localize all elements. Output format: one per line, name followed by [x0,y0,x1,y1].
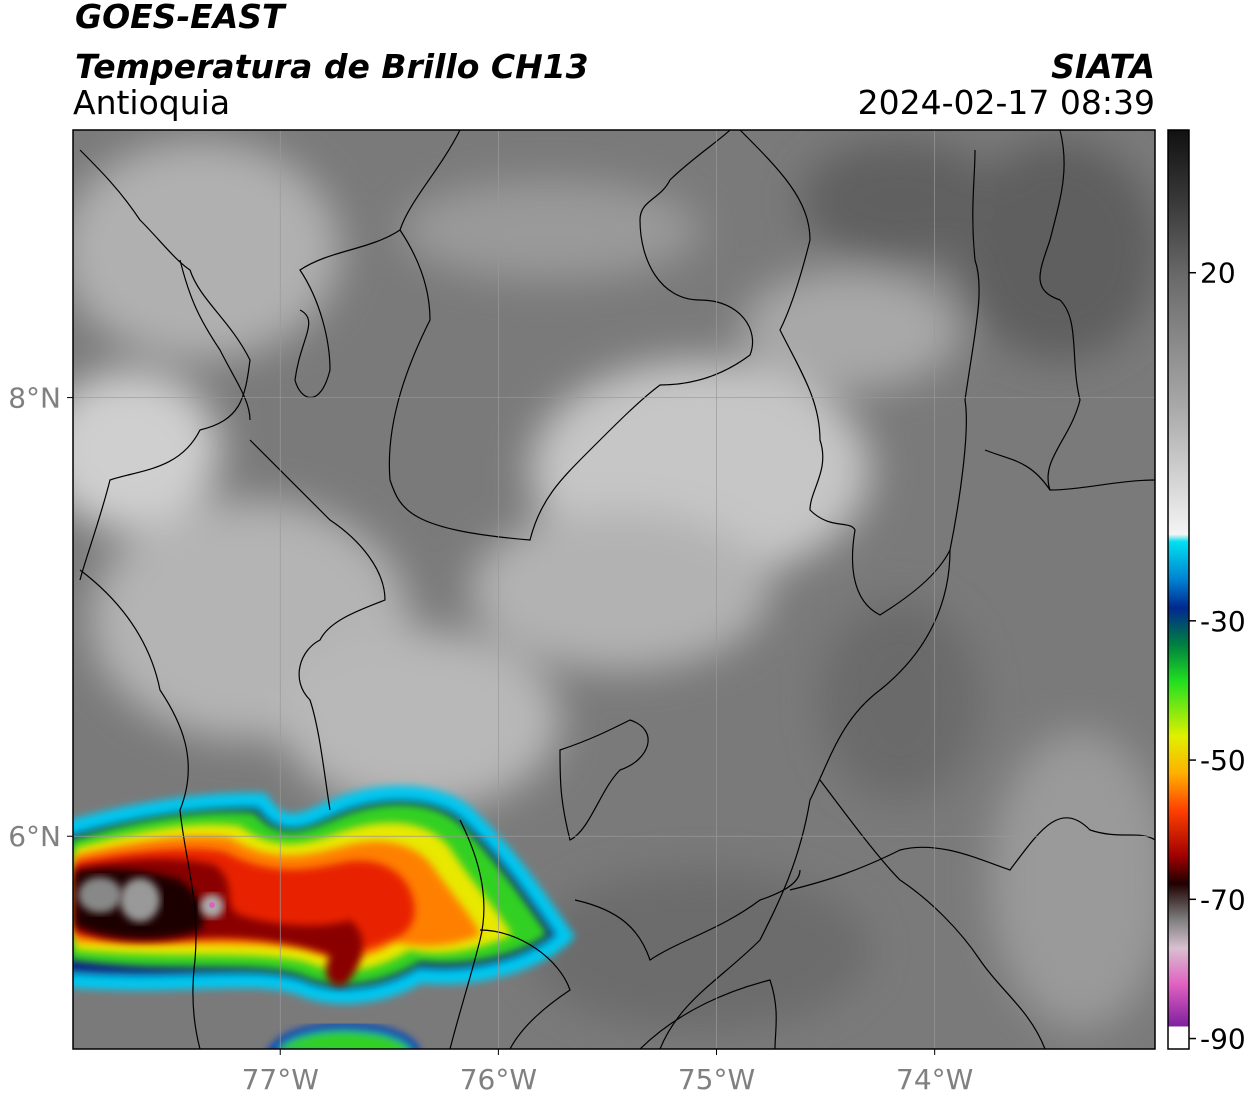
borders [79,130,1155,1049]
y-tick-label: 8°N [8,382,61,415]
colorbar-tick-label: 20 [1200,257,1236,290]
colorbar-tick-label: -50 [1200,744,1246,777]
x-tick-label: 74°W [896,1063,973,1096]
colorbar-tick-label: -30 [1200,605,1246,638]
source: SIATA [1051,47,1155,86]
x-tick-label: 75°W [678,1063,755,1096]
datetime: 2024-02-17 08:39 [858,83,1155,122]
title: GOES-EAST [75,0,287,36]
subtitle: Temperatura de Brillo CH13 [75,47,589,86]
satellite-image [73,130,1155,1049]
colorbar [1167,129,1190,1050]
region: Antioquia [73,83,230,122]
storm [73,785,576,1049]
graticule [73,130,1155,1049]
y-tick-label: 6°N [8,820,61,853]
x-tick-label: 76°W [460,1063,537,1096]
map-frame [72,129,1156,1050]
x-tick-label: 77°W [242,1063,319,1096]
colorbar-tick-label: -90 [1200,1023,1246,1056]
colorbar-tick-label: -70 [1200,883,1246,916]
